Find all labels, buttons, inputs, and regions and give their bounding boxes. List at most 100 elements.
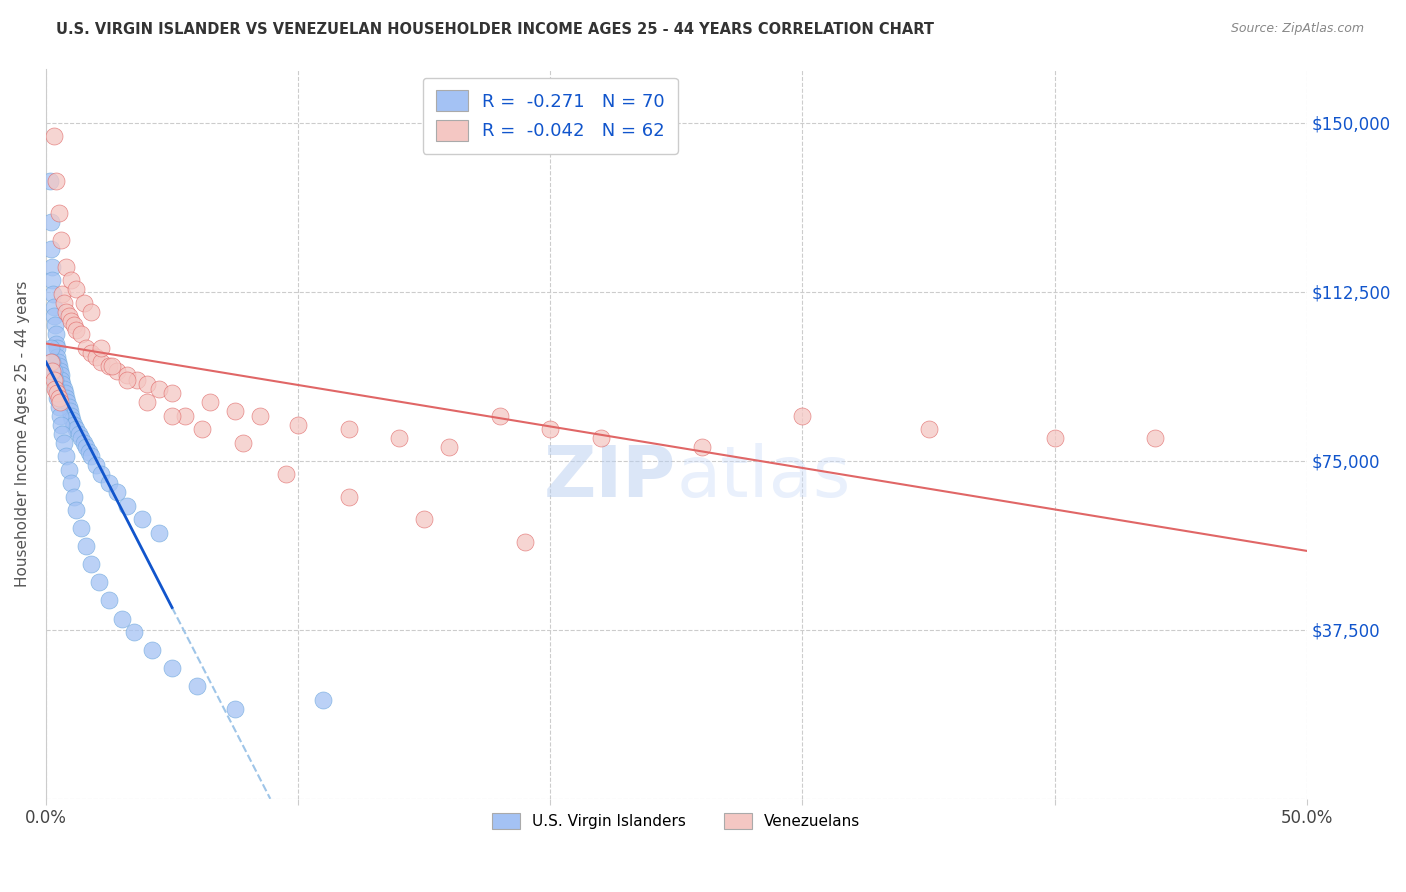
Point [439,440,461,454]
Point [65,323,87,337]
Point [589,431,612,445]
Point [87,575,110,590]
Point [513,534,536,549]
Point [42,310,65,324]
Point [73,435,96,450]
Point [60,273,83,287]
Point [41,363,63,377]
Point [38,174,60,188]
Point [59,404,82,418]
Point [337,422,360,436]
Point [90,341,112,355]
Point [42,287,65,301]
Point [70,521,93,535]
Point [70,431,93,445]
Point [98,476,121,491]
Point [135,377,157,392]
Point [105,485,128,500]
Point [55,449,77,463]
Point [75,440,97,454]
Point [100,359,122,373]
Point [62,490,84,504]
Point [75,540,97,554]
Point [60,409,83,423]
Point [39,242,62,256]
Point [65,422,87,436]
Point [52,296,75,310]
Point [489,409,512,423]
Point [224,701,246,715]
Point [160,661,183,675]
Point [65,503,87,517]
Point [224,404,246,418]
Point [98,593,121,607]
Point [792,409,814,423]
Point [45,341,67,355]
Point [45,174,67,188]
Point [46,354,69,368]
Point [198,395,221,409]
Point [65,282,87,296]
Point [274,467,297,482]
Point [160,409,183,423]
Point [45,386,67,401]
Point [98,359,121,373]
Legend: U.S. Virgin Islanders, Venezuelans: U.S. Virgin Islanders, Venezuelans [486,806,866,835]
Point [60,476,83,491]
Point [39,215,62,229]
Point [56,395,79,409]
Point [67,426,90,441]
Point [41,273,63,287]
Point [45,336,67,351]
Point [75,341,97,355]
Point [44,373,66,387]
Point [148,382,170,396]
Point [80,345,103,359]
Point [51,287,73,301]
Point [77,444,100,458]
Point [135,395,157,409]
Point [249,409,271,423]
Point [49,373,72,387]
Point [131,512,153,526]
Point [1043,431,1066,445]
Point [48,400,70,414]
Point [49,363,72,377]
Point [232,435,254,450]
Point [86,458,108,473]
Point [51,426,73,441]
Point [42,373,65,387]
Point [49,409,72,423]
Point [413,512,436,526]
Point [538,422,561,436]
Point [42,129,65,144]
Point [86,350,108,364]
Point [62,417,84,432]
Point [49,368,72,382]
Point [42,301,65,315]
Point [111,611,134,625]
Point [148,525,170,540]
Text: Source: ZipAtlas.com: Source: ZipAtlas.com [1230,22,1364,36]
Point [141,643,163,657]
Point [55,260,77,274]
Point [52,382,75,396]
Point [53,386,76,401]
Point [45,327,67,342]
Point [115,373,138,387]
Point [39,341,62,355]
Point [312,692,335,706]
Point [39,354,62,368]
Point [55,391,77,405]
Point [917,422,939,436]
Point [58,310,80,324]
Point [46,350,69,364]
Point [125,373,148,387]
Point [49,417,72,432]
Point [48,206,70,220]
Point [49,395,72,409]
Point [388,431,411,445]
Point [46,391,69,405]
Point [80,305,103,319]
Point [90,354,112,368]
